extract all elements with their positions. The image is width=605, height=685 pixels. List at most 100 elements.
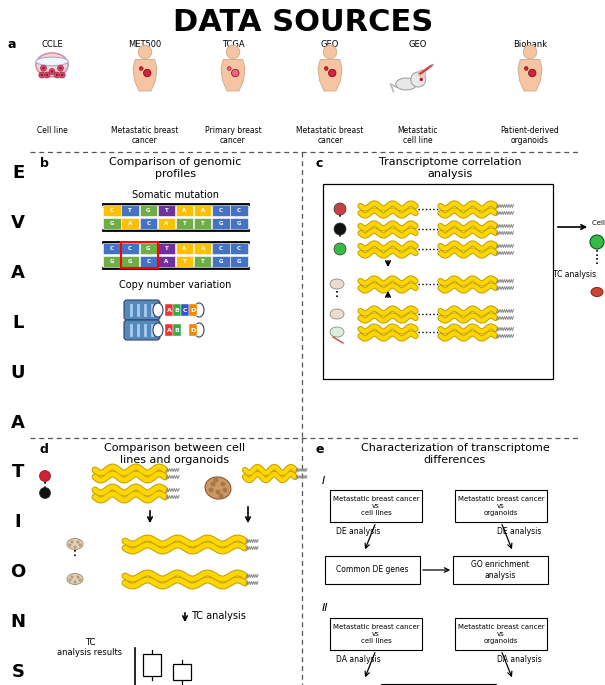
Text: Copy number variation: Copy number variation [119,280,231,290]
Circle shape [73,545,76,549]
Bar [122,205,139,216]
Text: A: A [128,221,132,226]
Text: U: U [11,364,25,382]
Text: TC analysis: TC analysis [554,270,597,279]
Text: DE analysis: DE analysis [497,527,541,536]
Text: A: A [201,246,205,251]
Text: G: G [237,221,241,226]
Text: T: T [183,259,186,264]
Polygon shape [518,60,542,91]
Circle shape [68,543,71,547]
Circle shape [76,575,79,579]
Text: C: C [237,208,241,213]
Text: N: N [10,613,25,631]
Bar [140,218,157,229]
Text: D: D [191,327,195,332]
Bar [330,490,422,522]
Bar [453,556,548,584]
Bar [212,242,229,254]
Bar [143,654,161,676]
Text: A: A [201,208,205,213]
Circle shape [71,540,73,543]
Text: Transcriptome correlation
analysis: Transcriptome correlation analysis [379,157,522,179]
Text: C: C [219,208,223,213]
Text: D: D [191,308,195,312]
Bar [189,304,197,316]
Text: Metastatic breast cancer
vs
organoids: Metastatic breast cancer vs organoids [458,496,544,516]
Circle shape [51,71,53,73]
Text: G: G [218,221,223,226]
Bar [381,684,496,685]
Ellipse shape [67,573,83,584]
Circle shape [420,79,422,80]
Circle shape [334,223,346,235]
Circle shape [214,477,218,482]
Circle shape [56,74,58,76]
Text: G: G [218,259,223,264]
Text: A: A [11,414,25,432]
Text: Comparison of genomic
profiles: Comparison of genomic profiles [109,157,241,179]
Text: MET500: MET500 [128,40,162,49]
Text: C: C [128,246,132,251]
FancyBboxPatch shape [124,320,160,340]
Bar [194,205,212,216]
Circle shape [139,45,152,59]
Bar [181,304,189,316]
Text: Metastatic breast
cancer: Metastatic breast cancer [296,126,364,145]
Text: II: II [322,603,329,613]
Text: C: C [110,246,114,251]
Ellipse shape [194,323,204,337]
Circle shape [59,67,62,69]
Text: Biobank: Biobank [513,40,547,49]
Bar [176,218,194,229]
Bar [140,205,157,216]
Circle shape [334,243,346,255]
Text: S: S [11,663,24,681]
Bar [173,304,181,316]
Text: Somatic mutation: Somatic mutation [131,190,218,200]
Text: TC analysis: TC analysis [191,611,246,621]
Circle shape [232,69,239,77]
Text: G: G [146,208,151,213]
Text: DA analysis: DA analysis [497,655,541,664]
Text: DA analysis: DA analysis [336,655,381,664]
Text: Metastatic
cell line: Metastatic cell line [397,126,438,145]
Bar [176,256,194,267]
Text: T: T [201,259,204,264]
Text: G: G [110,259,114,264]
Bar [120,242,158,268]
Text: A: A [166,308,171,312]
Circle shape [334,203,346,215]
Circle shape [61,74,64,76]
Text: DE analysis: DE analysis [336,527,380,536]
Bar [212,205,229,216]
Circle shape [523,45,537,59]
Text: TC
analysis results: TC analysis results [57,638,123,658]
Text: V: V [11,214,25,232]
Text: T: T [183,221,186,226]
Circle shape [45,74,48,76]
Text: A: A [166,327,171,332]
Bar [325,556,420,584]
Bar [194,218,212,229]
Bar [230,205,247,216]
Text: C: C [146,221,150,226]
Ellipse shape [205,477,231,499]
Bar [176,205,194,216]
Text: T: T [12,463,24,482]
Polygon shape [133,60,157,91]
Ellipse shape [330,327,344,337]
Circle shape [39,488,50,499]
Text: Patient-derived
organoids: Patient-derived organoids [500,126,560,145]
Text: CCLE: CCLE [41,40,63,49]
Text: Cell line: Cell line [37,126,67,135]
Bar [158,256,175,267]
Ellipse shape [67,538,83,549]
Text: O: O [10,563,25,581]
Circle shape [220,482,226,486]
Circle shape [215,490,220,495]
Circle shape [39,471,50,482]
Text: e: e [315,443,324,456]
Bar [158,218,175,229]
Text: Primary breast
cancer: Primary breast cancer [204,126,261,145]
